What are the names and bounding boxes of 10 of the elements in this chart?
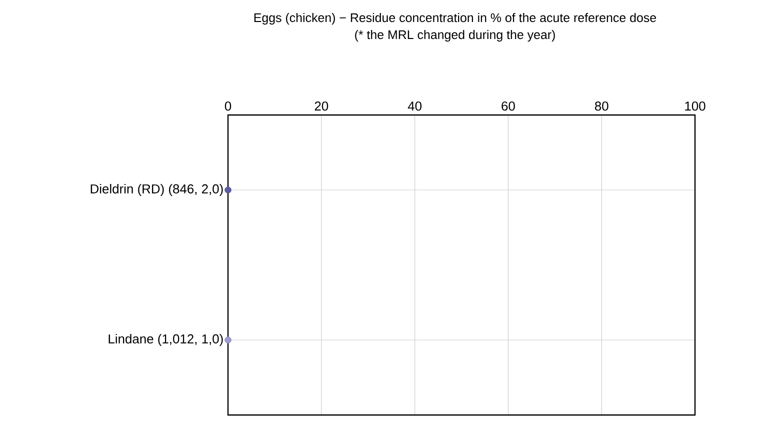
chart-subtitle: (* the MRL changed during the year)	[355, 30, 555, 42]
chart-title: Eggs (chicken) − Residue concentration in % of the acute reference dose	[254, 12, 656, 25]
x-tick-label: 100	[685, 101, 706, 111]
x-tick-label: 0	[224, 101, 232, 111]
y-tick-label: Dieldrin (RD) (846, 2,0)	[90, 184, 223, 196]
x-tick-label: 40	[408, 101, 422, 111]
x-tick-label: 80	[594, 101, 608, 111]
y-tick-label: Lindane (1,012, 1,0)	[108, 334, 223, 346]
x-tick-label: 20	[314, 101, 328, 111]
x-tick-label: 60	[502, 101, 515, 111]
